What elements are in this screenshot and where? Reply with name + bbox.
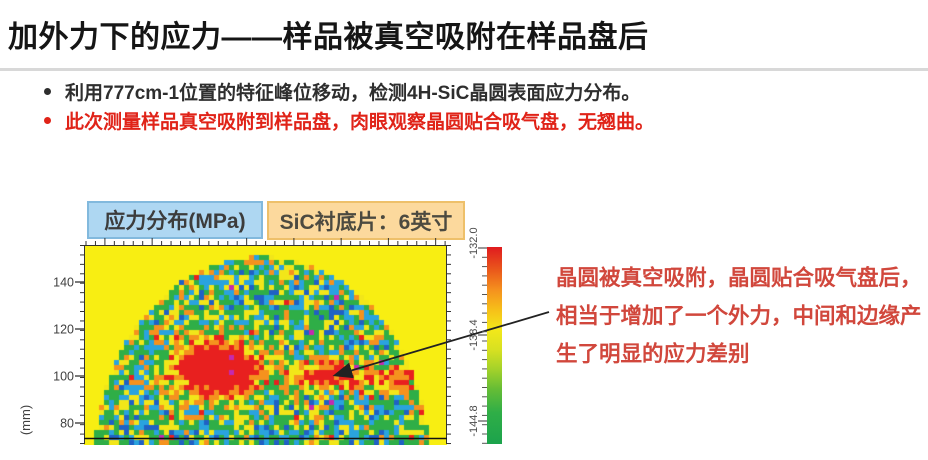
substrate-legend-label: SiC衬底片：6英寸 [267, 201, 465, 240]
annotation-line: 相当于增加了一个外力，中间和边缘产 [556, 304, 922, 328]
stress-legend-label: 应力分布(MPa) [87, 201, 263, 239]
bullet-item-observation: 此次测量样品真空吸附到样品盘，肉眼观察晶圆贴合吸气盘，无翘曲。 [40, 106, 654, 135]
bullet-list: 利用777cm-1位置的特征峰位移动，检测4H-SiC晶圆表面应力分布。 此次测… [40, 77, 654, 135]
colorbar [487, 247, 502, 444]
y-axis-tick-label: 100 [53, 370, 74, 384]
bullet-text: 利用777cm-1位置的特征峰位移动，检测4H-SiC晶圆表面应力分布。 [65, 83, 641, 104]
y-axis-unit-label: (mm) [18, 405, 33, 435]
annotation-text: 晶圆被真空吸附，晶圆贴合吸气盘后， 相当于增加了一个外力，中间和边缘产 生了明显… [556, 259, 922, 373]
bullet-text: 此次测量样品真空吸附到样品盘，肉眼观察晶圆贴合吸气盘，无翘曲。 [65, 112, 655, 133]
page-title: 加外力下的应力——样品被真空吸附在样品盘后 [8, 21, 649, 54]
bullet-dot [44, 117, 51, 124]
annotation-line: 生了明显的应力差别 [556, 342, 750, 366]
y-axis-tick-label: 120 [53, 323, 74, 337]
title-divider [0, 68, 928, 71]
y-axis-tick-label: 80 [60, 417, 74, 431]
colorbar-tick-label: -144.8 [468, 405, 480, 436]
colorbar-tick-label: -132.0 [468, 227, 480, 258]
bullet-dot [44, 88, 51, 95]
colorbar-tick-label: -138.4 [468, 319, 480, 350]
annotation-line: 晶圆被真空吸附，晶圆贴合吸气盘后， [556, 266, 922, 290]
y-axis-tick-label: 140 [53, 276, 74, 290]
wafer-stress-heatmap [84, 245, 447, 445]
bullet-item-method: 利用777cm-1位置的特征峰位移动，检测4H-SiC晶圆表面应力分布。 [40, 77, 654, 106]
